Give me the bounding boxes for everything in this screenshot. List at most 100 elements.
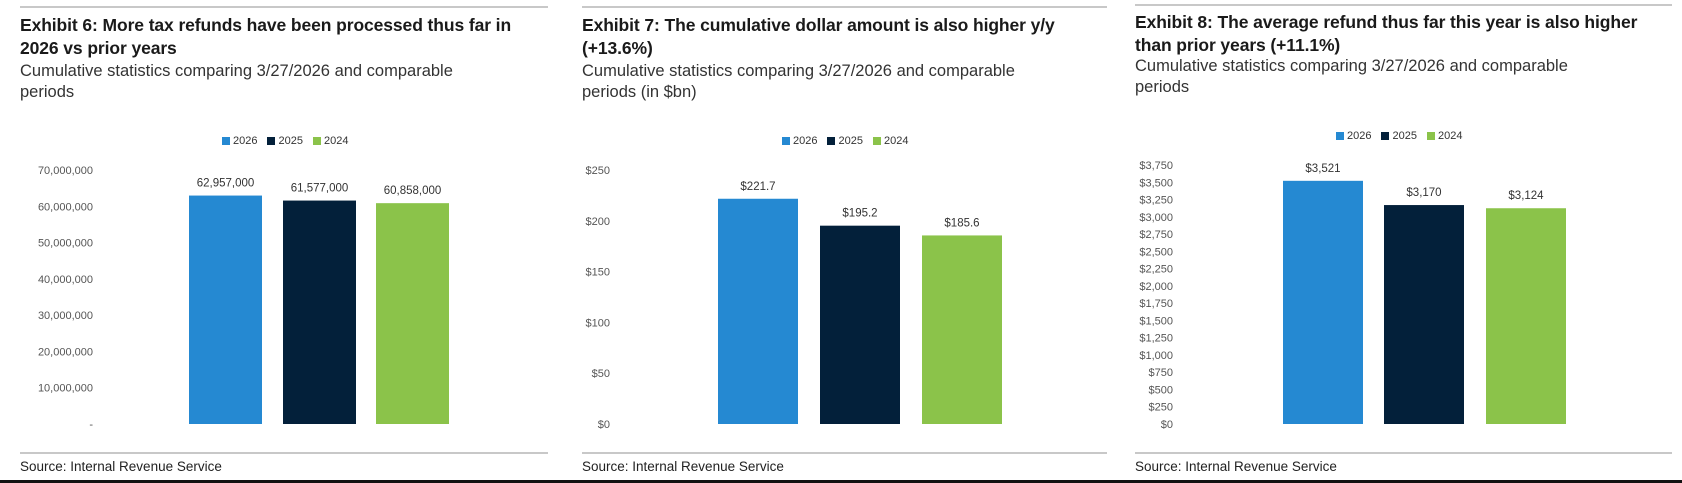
- legend-swatch-icon: [1426, 132, 1435, 140]
- legend-swatch-icon: [312, 137, 321, 145]
- bar-2026: [189, 195, 262, 424]
- bar-2025: [820, 225, 900, 424]
- legend-label: 2025: [838, 135, 863, 147]
- chart-subtitle: Cumulative statistics comparing 3/27/202…: [20, 62, 453, 101]
- legend-item-2026: 2026: [782, 135, 817, 147]
- bar-2024: [1486, 208, 1566, 424]
- y-tick-label: $100: [586, 317, 610, 329]
- legend-swatch-icon: [782, 137, 790, 145]
- y-tick-label: $2,250: [1139, 264, 1173, 276]
- data-label-2024: $185.6: [944, 217, 979, 229]
- y-tick-label: 20,000,000: [38, 346, 93, 358]
- y-tick-label: $3,250: [1139, 195, 1173, 207]
- y-tick-label: $50: [592, 368, 610, 380]
- top-divider: [20, 6, 548, 8]
- y-tick-label: $2,750: [1139, 229, 1173, 241]
- bar-chart: $0 $250 $500 $750 $1,000 $1,250 $1,500 $1,750 $2…: [1139, 160, 1566, 431]
- top-divider: [1135, 4, 1672, 6]
- y-tick-label: $0: [1161, 419, 1173, 431]
- y-tick-label: $2,500: [1139, 246, 1173, 258]
- legend-item-2024: 2024: [1426, 130, 1463, 142]
- y-tick-label: $200: [586, 216, 610, 228]
- y-tick-label: $750: [1149, 367, 1173, 379]
- legend-item-2024: 2024: [872, 135, 909, 147]
- y-tick-label: 50,000,000: [38, 238, 93, 250]
- data-label-2025: 61,577,000: [291, 183, 349, 195]
- y-tick-label: $1,500: [1139, 315, 1173, 327]
- bar-2024: [376, 203, 449, 424]
- legend-label: 2026: [793, 135, 818, 147]
- chart-legend: 2026 2025 2024: [222, 135, 348, 147]
- legend-item-2024: 2024: [312, 135, 349, 147]
- bottom-bar: [0, 480, 1682, 483]
- data-label-2026: $221.7: [740, 181, 775, 193]
- y-tick-label: $3,000: [1139, 212, 1173, 224]
- y-tick-label: 10,000,000: [38, 383, 93, 395]
- data-label-2026: $3,521: [1305, 163, 1340, 175]
- source-note: Source: Internal Revenue Service: [20, 459, 222, 474]
- data-label-2026: 62,957,000: [197, 178, 255, 190]
- legend-label: 2025: [1392, 130, 1417, 142]
- legend-label: 2025: [278, 135, 303, 147]
- bottom-divider: [582, 452, 1107, 454]
- y-tick-label: $2,000: [1139, 281, 1173, 293]
- legend-swatch-icon: [872, 137, 881, 145]
- y-tick-label: $250: [586, 165, 610, 177]
- y-tick-label: $500: [1149, 384, 1173, 396]
- bar-2025: [1384, 205, 1464, 424]
- legend-item-2026: 2026: [1336, 130, 1371, 142]
- data-label-2025: $195.2: [842, 208, 877, 220]
- legend-swatch-icon: [1336, 132, 1344, 140]
- chart-title: Exhibit 6: More tax refunds have been pr…: [20, 15, 512, 58]
- top-divider: [582, 6, 1107, 8]
- y-tick-label: 60,000,000: [38, 201, 93, 213]
- bar-2026: [1283, 180, 1363, 424]
- y-tick-label: $1,250: [1139, 333, 1173, 345]
- legend-label: 2026: [1347, 130, 1372, 142]
- bottom-divider: [1135, 452, 1672, 454]
- y-tick-label: -: [89, 419, 93, 431]
- bar-2026: [718, 198, 798, 424]
- bar-chart: - 10,000,000 20,000,000 30,000,000 40,000,00…: [38, 165, 449, 431]
- bottom-divider: [20, 452, 548, 454]
- bar-2024: [922, 235, 1002, 424]
- legend-item-2025: 2025: [827, 135, 863, 147]
- legend-label: 2024: [323, 135, 349, 147]
- chart-subtitle: Cumulative statistics comparing 3/27/202…: [1135, 57, 1568, 96]
- bar-chart: $0 $50 $100 $150 $200 $250 $221.7 $195.2 $185.6: [586, 165, 1002, 431]
- y-tick-label: 30,000,000: [38, 310, 93, 322]
- exhibit-8-panel: Exhibit 8: The average refund thus far t…: [1135, 0, 1672, 480]
- legend-swatch-icon: [267, 137, 276, 145]
- y-tick-label: 40,000,000: [38, 274, 93, 286]
- y-tick-label: $250: [1149, 402, 1173, 414]
- y-tick-label: $1,000: [1139, 350, 1173, 362]
- legend-label: 2024: [883, 135, 909, 147]
- data-label-2024: 60,858,000: [384, 185, 442, 197]
- y-tick-label: $3,750: [1139, 160, 1173, 172]
- exhibit-7-panel: Exhibit 7: The cumulative dollar amount …: [582, 0, 1107, 480]
- legend-item-2026: 2026: [222, 135, 257, 147]
- legend-label: 2026: [233, 135, 258, 147]
- y-tick-label: $3,500: [1139, 177, 1173, 189]
- legend-item-2025: 2025: [267, 135, 303, 147]
- source-note: Source: Internal Revenue Service: [582, 459, 784, 474]
- source-note: Source: Internal Revenue Service: [1135, 459, 1337, 474]
- legend-item-2025: 2025: [1381, 130, 1417, 142]
- chart-subtitle: Cumulative statistics comparing 3/27/202…: [582, 62, 1015, 101]
- y-tick-label: $1,750: [1139, 298, 1173, 310]
- legend-swatch-icon: [222, 137, 230, 145]
- exhibit-6-panel: Exhibit 6: More tax refunds have been pr…: [20, 0, 548, 480]
- legend-swatch-icon: [1381, 132, 1390, 140]
- y-tick-label: 70,000,000: [38, 165, 93, 177]
- bar-2025: [283, 200, 356, 424]
- data-label-2025: $3,170: [1406, 187, 1441, 199]
- y-tick-label: $0: [598, 419, 610, 431]
- y-tick-label: $150: [586, 267, 610, 279]
- legend-label: 2024: [1437, 130, 1463, 142]
- legend-swatch-icon: [827, 137, 836, 145]
- chart-legend: 2026 2025 2024: [1336, 130, 1462, 142]
- data-label-2024: $3,124: [1508, 190, 1544, 202]
- chart-title: Exhibit 7: The cumulative dollar amount …: [582, 15, 1055, 58]
- chart-legend: 2026 2025 2024: [782, 135, 908, 147]
- chart-title: Exhibit 8: The average refund thus far t…: [1135, 12, 1638, 55]
